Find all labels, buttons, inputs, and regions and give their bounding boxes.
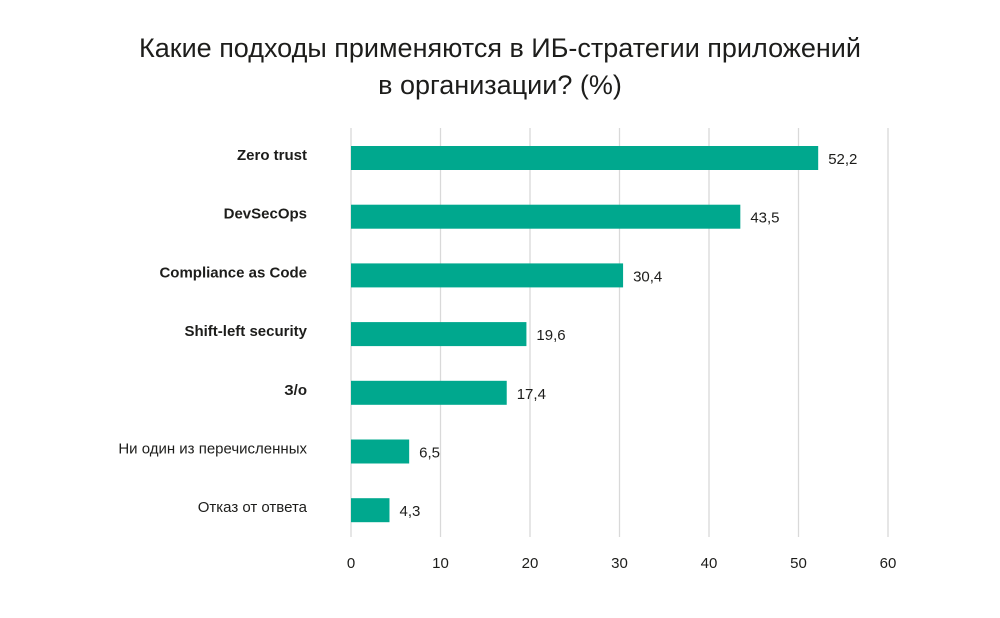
x-tick-label: 40 [701, 555, 718, 572]
data-label: 17,4 [517, 386, 546, 403]
x-tick-label: 60 [880, 555, 897, 572]
bar [351, 204, 741, 229]
category-label: DevSecOps [224, 206, 307, 223]
data-label: 43,5 [750, 210, 779, 227]
chart-title-line-1: Какие подходы применяются в ИБ-стратегии… [139, 33, 861, 63]
bar [351, 263, 624, 288]
chart-title-line-2: в организации? (%) [378, 70, 622, 100]
x-tick-label: 0 [347, 555, 355, 572]
data-label: 4,3 [399, 503, 420, 520]
x-tick-label: 10 [432, 555, 449, 572]
bar [351, 380, 507, 405]
category-label: Zero trust [237, 147, 307, 164]
bar [351, 498, 390, 523]
category-label: Shift-left security [184, 323, 307, 340]
bar [351, 146, 819, 170]
x-tick-label: 50 [790, 555, 807, 572]
data-label: 19,6 [536, 327, 565, 344]
category-label: Отказ от ответа [198, 499, 308, 516]
x-tick-label: 20 [522, 555, 539, 572]
category-label: Compliance as Code [159, 264, 307, 281]
data-label: 52,2 [828, 151, 857, 168]
category-label: Ни один из перечисленных [118, 441, 307, 458]
bar [351, 322, 527, 347]
data-label: 30,4 [633, 268, 662, 285]
bar [351, 439, 410, 464]
category-label: З/о [284, 382, 307, 399]
chart-title: Какие подходы применяются в ИБ-стратегии… [0, 30, 1000, 104]
x-tick-label: 30 [611, 555, 628, 572]
data-label: 6,5 [419, 445, 440, 462]
